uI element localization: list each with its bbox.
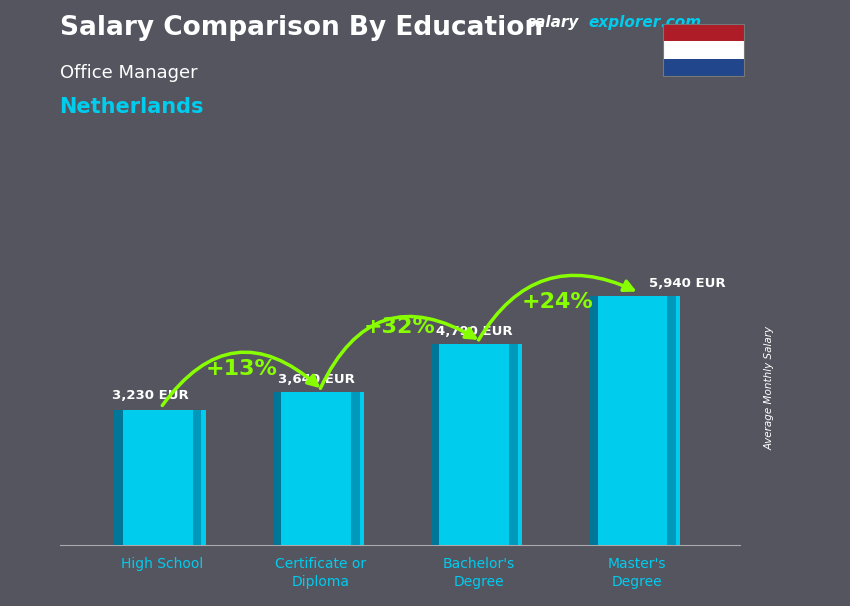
- Bar: [273, 393, 281, 545]
- Text: salary: salary: [527, 15, 580, 30]
- Bar: [589, 296, 598, 545]
- Bar: [277, 393, 364, 545]
- Text: explorer: explorer: [588, 15, 660, 30]
- Bar: [119, 410, 206, 545]
- Bar: [193, 410, 201, 545]
- Text: 3,640 EUR: 3,640 EUR: [278, 373, 354, 386]
- Bar: [509, 344, 518, 545]
- Bar: [593, 296, 680, 545]
- Text: +24%: +24%: [522, 291, 593, 311]
- Text: 5,940 EUR: 5,940 EUR: [649, 276, 726, 290]
- Text: Salary Comparison By Education: Salary Comparison By Education: [60, 15, 542, 41]
- Text: Average Monthly Salary: Average Monthly Salary: [764, 326, 774, 450]
- Text: 3,230 EUR: 3,230 EUR: [111, 389, 189, 402]
- Bar: [435, 344, 522, 545]
- Text: Office Manager: Office Manager: [60, 64, 197, 82]
- Text: +32%: +32%: [364, 317, 435, 337]
- Text: .com: .com: [660, 15, 701, 30]
- Text: 4,790 EUR: 4,790 EUR: [436, 325, 513, 338]
- Bar: [351, 393, 360, 545]
- Bar: [667, 296, 676, 545]
- Text: +13%: +13%: [206, 359, 277, 379]
- Bar: [431, 344, 439, 545]
- Bar: [115, 410, 123, 545]
- Text: Netherlands: Netherlands: [60, 97, 204, 117]
